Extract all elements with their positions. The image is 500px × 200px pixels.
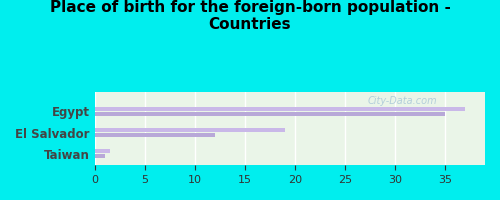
Bar [95, 128, 285, 132]
Text: City-Data.com: City-Data.com [368, 96, 438, 106]
Bar [95, 112, 445, 116]
Bar [95, 154, 105, 158]
Bar [95, 133, 215, 137]
Bar [95, 107, 465, 111]
Text: Place of birth for the foreign-born population -
Countries: Place of birth for the foreign-born popu… [50, 0, 450, 32]
Bar [95, 149, 110, 153]
